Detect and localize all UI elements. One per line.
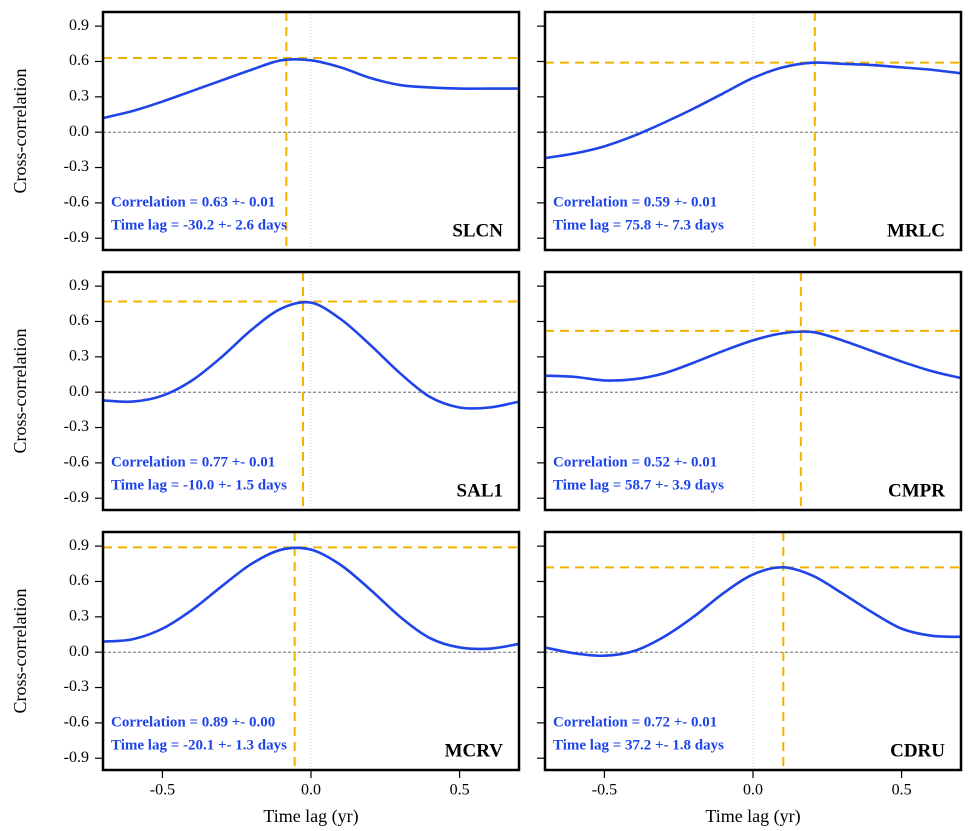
y-tick-label: 0.3 bbox=[69, 608, 89, 625]
panel-frame bbox=[543, 270, 963, 512]
annotation: Correlation = 0.77 +- 0.01 bbox=[111, 454, 275, 470]
panel-frame bbox=[101, 530, 521, 772]
x-tick-label: -0.5 bbox=[592, 782, 617, 799]
correlation-curve bbox=[544, 330, 962, 382]
y-tick-label: -0.3 bbox=[64, 418, 89, 435]
annotation: Time lag = 37.2 +- 1.8 days bbox=[553, 737, 724, 753]
annotation: Time lag = -30.2 +- 2.6 days bbox=[111, 217, 287, 233]
station-label: CDRU bbox=[890, 740, 945, 761]
panel-frame bbox=[101, 270, 521, 512]
panel: Correlation = 0.59 +- 0.01 Time lag = 75.… bbox=[537, 10, 963, 252]
station-label: SAL1 bbox=[457, 480, 503, 501]
y-tick-label: -0.3 bbox=[64, 158, 89, 175]
x-axis-label: Time lag (yr) bbox=[705, 806, 800, 827]
y-tick-label: -0.6 bbox=[64, 714, 89, 731]
y-tick-label: -0.9 bbox=[64, 229, 89, 246]
y-tick-label: 0.0 bbox=[69, 123, 89, 140]
x-tick-label: -0.5 bbox=[150, 782, 175, 799]
correlation-curve bbox=[102, 57, 519, 120]
y-tick-label: 0.6 bbox=[69, 572, 89, 589]
x-tick-label: 0.5 bbox=[450, 782, 470, 799]
y-tick-label: 0.0 bbox=[69, 383, 89, 400]
y-tick-label: 0.6 bbox=[69, 52, 89, 69]
station-label: CMPR bbox=[888, 480, 945, 501]
panel: -0.9 -0.6 -0.3 0.0 0.3 0.6 0.9 -0.5 0.0 0.5 Correl… bbox=[10, 530, 521, 827]
annotation: Time lag = -10.0 +- 1.5 days bbox=[111, 477, 287, 493]
y-tick-label: 0.3 bbox=[69, 88, 89, 105]
station-label: MRLC bbox=[887, 220, 945, 241]
station-label: MCRV bbox=[445, 740, 504, 761]
correlation-curve bbox=[544, 61, 962, 160]
panel: -0.9 -0.6 -0.3 0.0 0.3 0.6 0.9 Correlation = 0.… bbox=[10, 270, 521, 512]
annotation: Time lag = -20.1 +- 1.3 days bbox=[111, 737, 287, 753]
annotation: Correlation = 0.52 +- 0.01 bbox=[553, 454, 717, 470]
y-axis-label: Cross-correlation bbox=[10, 589, 30, 714]
annotation: Correlation = 0.89 +- 0.00 bbox=[111, 714, 275, 730]
y-tick-label: 0.3 bbox=[69, 348, 89, 365]
y-tick-label: -0.9 bbox=[64, 489, 89, 506]
y-tick-label: 0.9 bbox=[69, 537, 89, 554]
x-axis-label: Time lag (yr) bbox=[263, 806, 358, 827]
y-tick-label: 0.9 bbox=[69, 17, 89, 34]
x-tick-label: 0.0 bbox=[301, 782, 321, 799]
y-tick-label: 0.6 bbox=[69, 312, 89, 329]
annotation: Correlation = 0.59 +- 0.01 bbox=[553, 194, 717, 210]
y-tick-label: -0.6 bbox=[64, 194, 89, 211]
y-axis-label: Cross-correlation bbox=[10, 329, 30, 454]
panel-frame bbox=[543, 530, 963, 772]
y-tick-label: 0.0 bbox=[69, 643, 89, 660]
x-tick-label: 0.0 bbox=[743, 782, 763, 799]
annotation: Time lag = 75.8 +- 7.3 days bbox=[553, 217, 724, 233]
correlation-curve bbox=[102, 300, 520, 410]
station-label: SLCN bbox=[452, 220, 503, 241]
correlation-curve bbox=[102, 546, 520, 651]
y-axis-label: Cross-correlation bbox=[10, 69, 30, 194]
panel: -0.5 0.0 0.5 Correlation = 0.72 +- 0.01 Time… bbox=[537, 530, 963, 827]
correlation-curve bbox=[544, 566, 962, 658]
panel-frame bbox=[543, 10, 963, 252]
annotation: Correlation = 0.63 +- 0.01 bbox=[111, 194, 275, 210]
panel-frame bbox=[101, 10, 521, 252]
y-tick-label: -0.3 bbox=[64, 678, 89, 695]
y-tick-label: 0.9 bbox=[69, 277, 89, 294]
panel: -0.9 -0.6 -0.3 0.0 0.3 0.6 0.9 Correlation = 0.… bbox=[10, 10, 521, 252]
annotation: Correlation = 0.72 +- 0.01 bbox=[553, 714, 717, 730]
y-tick-label: -0.9 bbox=[64, 749, 89, 766]
panel: Correlation = 0.52 +- 0.01 Time lag = 58.… bbox=[537, 270, 963, 512]
annotation: Time lag = 58.7 +- 3.9 days bbox=[553, 477, 724, 493]
y-tick-label: -0.6 bbox=[64, 454, 89, 471]
x-tick-label: 0.5 bbox=[892, 782, 912, 799]
